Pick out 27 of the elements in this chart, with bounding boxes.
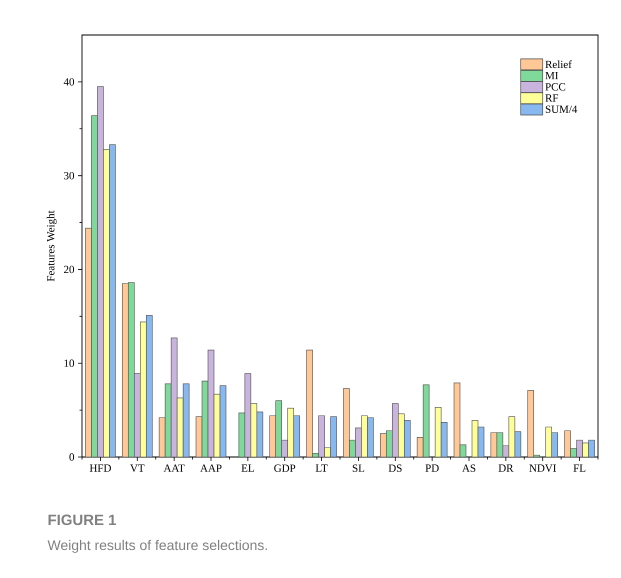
x-tick-label: AAP	[200, 464, 222, 472]
x-tick-label: LT	[316, 464, 328, 472]
y-tick-label: 40	[64, 78, 74, 86]
x-tick-label: AS	[462, 464, 476, 472]
legend-label: PCC	[545, 83, 566, 91]
y-tick-label: 10	[64, 360, 74, 367]
legend-label: Relief	[545, 60, 572, 68]
legend-label: SUM/4	[546, 106, 578, 113]
x-tick-label: PD	[425, 464, 439, 472]
y-axis-title: Features Weight	[46, 210, 57, 282]
y-tick-label: 30	[64, 172, 74, 180]
x-tick-label: GDP	[274, 464, 296, 472]
x-tick-label: VT	[130, 464, 144, 472]
x-tick-label: DS	[388, 464, 402, 472]
text: Weight results of feature selections.	[48, 540, 267, 553]
x-tick-label: DR	[498, 464, 514, 472]
legend-label: MI	[545, 72, 558, 80]
x-tick-label: EL	[241, 464, 254, 472]
x-tick-label: SL	[352, 464, 364, 472]
legend-label: RF	[545, 94, 558, 102]
y-tick-label: 20	[64, 266, 74, 274]
x-tick-label: HFD	[90, 464, 111, 472]
caption: FIGURE 1	[48, 514, 116, 526]
x-tick-label: FL	[573, 464, 586, 472]
y-tick-label: 0	[69, 453, 74, 461]
x-tick-label: AAT	[164, 464, 185, 472]
x-tick-label: NDVI	[529, 464, 556, 472]
